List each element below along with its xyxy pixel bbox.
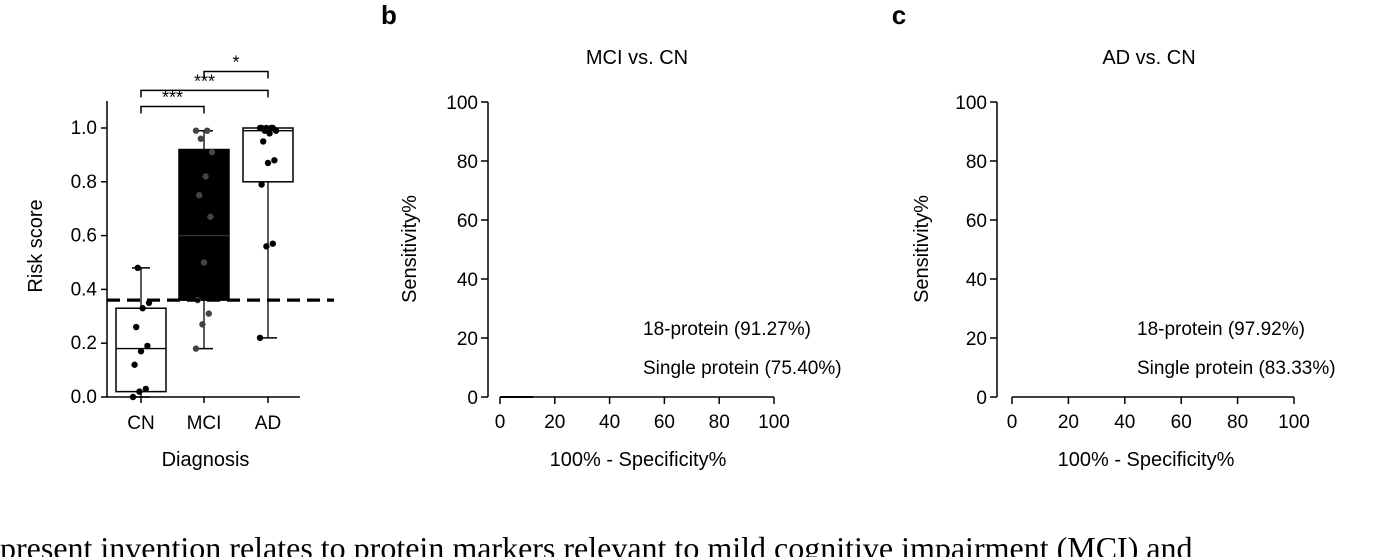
pb-legend-entry-2: Single protein (75.40%) <box>643 358 842 379</box>
pc-x-axis-title: 100% - Specificity% <box>1058 449 1235 471</box>
a-y-tick-label: 0.6 <box>71 226 97 247</box>
pb-x-axis-title: 100% - Specificity% <box>550 449 727 471</box>
pc-x-tick-label: 100 <box>1278 412 1310 433</box>
a-y-axis-title: Risk score <box>25 199 47 292</box>
a-significance-bracket <box>203 70 269 79</box>
pb-y-tick-label: 60 <box>457 211 478 232</box>
pb-x-tick-label: 80 <box>709 412 730 433</box>
a-data-point <box>192 345 200 352</box>
pc-y-tick-label: 100 <box>955 93 987 114</box>
a-data-point <box>129 393 137 401</box>
a-significance-label: *** <box>162 87 183 107</box>
pb-title: MCI vs. CN <box>586 47 688 69</box>
pc-x-tick-label: 80 <box>1227 412 1248 433</box>
pb-x-tick-label: 40 <box>599 412 620 433</box>
a-y-tick-label: 0.8 <box>71 172 97 193</box>
pb-x-tick-label: 0 <box>495 412 506 433</box>
a-box-ad <box>242 127 294 183</box>
pb-y-tick-label: 100 <box>446 93 478 114</box>
pc-legend-entry-2: Single protein (83.33%) <box>1137 358 1336 379</box>
pc-y-tick-label: 20 <box>966 329 987 350</box>
a-data-point <box>264 159 272 167</box>
a-data-point <box>197 135 204 142</box>
pc-legend-entry-1: 18-protein (97.92%) <box>1137 319 1305 340</box>
a-significance-bracket <box>140 105 205 114</box>
a-box-mci <box>178 148 230 301</box>
a-data-point <box>269 240 276 247</box>
pb-panel-letter: b <box>381 0 397 30</box>
pc-title: AD vs. CN <box>1102 47 1195 69</box>
pc-y-tick-label: 0 <box>976 388 987 409</box>
pb-y-tick-label: 0 <box>467 388 478 409</box>
a-data-point <box>136 388 143 395</box>
pb-y-tick-label: 80 <box>457 152 478 173</box>
a-data-point <box>263 243 270 250</box>
pc-y-tick-label: 40 <box>966 270 987 291</box>
caption-text: present invention relates to protein mar… <box>0 530 1193 557</box>
pc-x-tick-label: 40 <box>1114 412 1135 433</box>
a-data-point <box>256 334 264 342</box>
a-data-point <box>205 310 212 317</box>
a-data-point <box>139 305 146 312</box>
pc-x-tick-label: 0 <box>1007 412 1018 433</box>
a-data-point <box>202 173 209 180</box>
a-data-point <box>200 259 208 266</box>
a-data-point <box>137 348 145 355</box>
a-y-tick-label: 1.0 <box>71 118 97 139</box>
a-x-tick-label: AD <box>255 413 281 434</box>
a-data-point <box>142 385 149 393</box>
pb-legend-entry-1: 18-protein (91.27%) <box>643 319 811 340</box>
a-data-point <box>271 157 278 164</box>
a-x-tick-label: CN <box>127 413 154 434</box>
a-data-point <box>196 192 203 199</box>
pb-y-tick-label: 20 <box>457 329 478 350</box>
a-significance-label: *** <box>194 71 215 91</box>
a-data-point <box>208 149 216 156</box>
pc-y-tick-label: 80 <box>966 152 987 173</box>
a-x-tick-label: MCI <box>187 413 222 434</box>
a-data-point <box>263 124 270 132</box>
a-significance-bracket <box>140 89 269 98</box>
a-data-point <box>204 127 211 134</box>
pb-y-tick-label: 40 <box>457 270 478 291</box>
a-data-point <box>199 321 206 328</box>
pc-x-tick-label: 60 <box>1171 412 1192 433</box>
a-y-tick-label: 0.4 <box>71 279 98 300</box>
a-data-point <box>260 138 267 145</box>
pc-x-tick-label: 20 <box>1058 412 1079 433</box>
a-data-point <box>134 264 141 272</box>
a-y-tick-label: 0.2 <box>71 333 97 354</box>
a-data-point <box>269 124 276 132</box>
pc-panel-letter: c <box>892 0 906 30</box>
a-data-point <box>131 361 138 368</box>
pb-y-axis-title: Sensitivity% <box>399 195 421 303</box>
pb-x-tick-label: 20 <box>544 412 565 433</box>
a-data-point <box>133 323 140 331</box>
a-x-axis-title: Diagnosis <box>162 449 250 471</box>
a-data-point <box>258 124 265 132</box>
a-significance-label: * <box>232 53 239 73</box>
pb-x-tick-label: 60 <box>654 412 675 433</box>
a-data-point <box>192 127 200 134</box>
pc-y-axis-title: Sensitivity% <box>911 195 933 303</box>
a-data-point <box>207 213 214 220</box>
a-data-point <box>144 342 151 350</box>
pc-y-tick-label: 60 <box>966 211 987 232</box>
a-data-point <box>258 181 265 188</box>
a-data-point <box>266 130 273 137</box>
a-y-tick-label: 0.0 <box>71 387 97 408</box>
pb-x-tick-label: 100 <box>758 412 790 433</box>
